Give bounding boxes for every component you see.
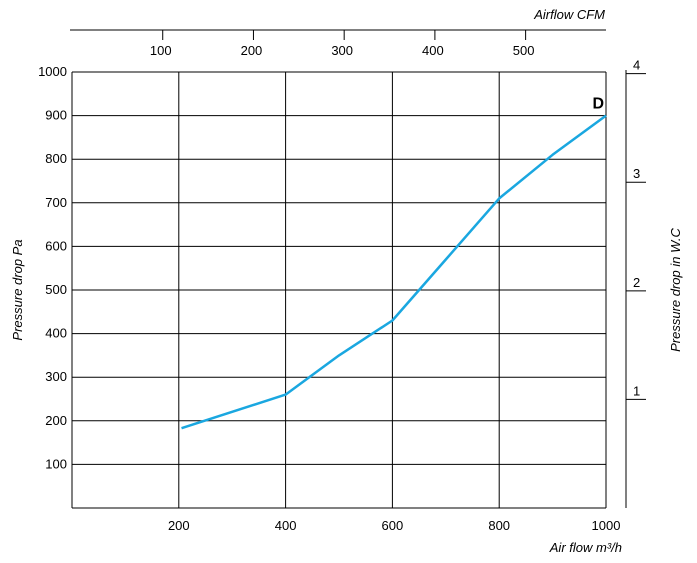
grid	[72, 71, 607, 508]
y-tick-label: 900	[45, 108, 67, 123]
y-tick-label: 500	[45, 282, 67, 297]
y-tick-label: 200	[45, 413, 67, 428]
series-line-D	[181, 114, 607, 430]
y-tick-label: 600	[45, 238, 67, 253]
top-tick-label: 200	[241, 43, 263, 58]
x-tick-label: 200	[168, 518, 190, 533]
y-tick-label: 700	[45, 195, 67, 210]
right-tick-label: 4	[633, 58, 640, 73]
series-group: D	[181, 96, 607, 430]
x-axis-label: Air flow m³/h	[549, 540, 622, 555]
y-tick-label: 300	[45, 369, 67, 384]
right-tick-label: 1	[633, 383, 640, 398]
y-axis-label: Pressure drop Pa	[10, 239, 25, 340]
right-tick-label: 3	[633, 166, 640, 181]
x-tick-label: 400	[275, 518, 297, 533]
series-label-D: D	[592, 96, 604, 113]
x-tick-label: 600	[382, 518, 404, 533]
axes	[70, 29, 646, 509]
y-tick-label: 100	[45, 456, 67, 471]
y-tick-label: 800	[45, 151, 67, 166]
top-tick-label: 300	[331, 43, 353, 58]
right-tick-label: 2	[633, 275, 640, 290]
right-axis-label: Pressure drop in W.C	[668, 227, 683, 351]
y-tick-label: 400	[45, 326, 67, 341]
y-tick-label: 1000	[38, 64, 67, 79]
top-tick-label: 100	[150, 43, 172, 58]
top-tick-label: 400	[422, 43, 444, 58]
x-tick-label: 1000	[592, 518, 621, 533]
x-tick-label: 800	[488, 518, 510, 533]
top-axis-label: Airflow CFM	[533, 7, 605, 22]
top-tick-label: 500	[513, 43, 535, 58]
tick-labels: 100 200 300 400 500 600 700 800 900 1000 200 400 600…	[38, 43, 640, 533]
